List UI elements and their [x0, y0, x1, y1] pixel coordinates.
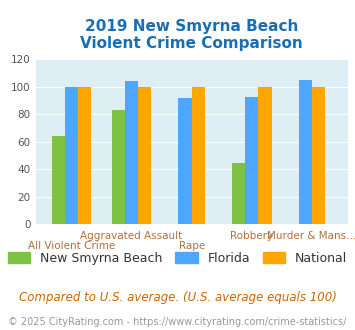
- Legend: New Smyrna Beach, Florida, National: New Smyrna Beach, Florida, National: [2, 247, 353, 270]
- Text: Murder & Mans...: Murder & Mans...: [267, 231, 355, 241]
- Bar: [65, 87, 78, 224]
- Bar: [245, 96, 258, 224]
- Bar: [299, 80, 312, 224]
- Text: Rape: Rape: [179, 241, 205, 251]
- Bar: [312, 87, 325, 224]
- Bar: [78, 87, 91, 224]
- Bar: [192, 87, 205, 224]
- Title: 2019 New Smyrna Beach
Violent Crime Comparison: 2019 New Smyrna Beach Violent Crime Comp…: [80, 19, 303, 51]
- Text: Robbery: Robbery: [230, 231, 273, 241]
- Text: Aggravated Assault: Aggravated Assault: [81, 231, 183, 241]
- Bar: [258, 87, 272, 224]
- Bar: [125, 82, 138, 224]
- Bar: [52, 136, 65, 224]
- Bar: [232, 162, 245, 224]
- Bar: [179, 98, 192, 224]
- Text: © 2025 CityRating.com - https://www.cityrating.com/crime-statistics/: © 2025 CityRating.com - https://www.city…: [8, 317, 347, 327]
- Bar: [138, 87, 152, 224]
- Bar: [112, 110, 125, 224]
- Text: All Violent Crime: All Violent Crime: [28, 241, 115, 251]
- Text: Compared to U.S. average. (U.S. average equals 100): Compared to U.S. average. (U.S. average …: [18, 290, 337, 304]
